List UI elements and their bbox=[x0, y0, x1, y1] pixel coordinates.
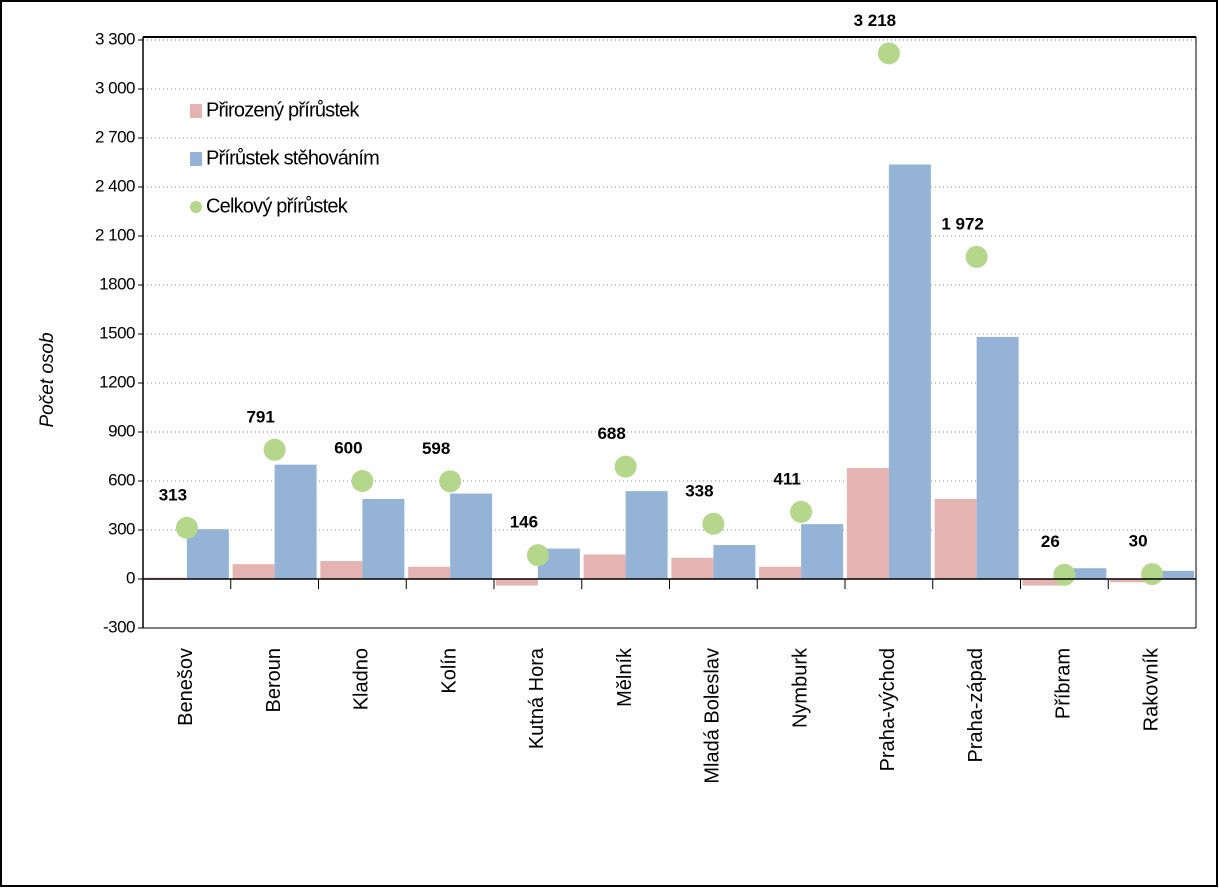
x-tick-label: Benešov bbox=[175, 648, 197, 726]
bar bbox=[713, 545, 756, 579]
x-tick-label: Kladno bbox=[351, 648, 373, 710]
y-tick-label: -300 bbox=[103, 617, 135, 636]
data-label: 688 bbox=[597, 424, 625, 443]
y-tick-label: 0 bbox=[126, 568, 135, 587]
data-label: 600 bbox=[334, 438, 362, 457]
bar bbox=[320, 561, 363, 579]
y-tick-label: 1500 bbox=[99, 323, 135, 342]
x-tick-label: Kutná Hora bbox=[526, 647, 548, 749]
y-tick-label: 2 100 bbox=[95, 225, 135, 244]
bar bbox=[232, 564, 275, 579]
legend-swatch bbox=[190, 152, 202, 166]
y-tick-label: 300 bbox=[108, 519, 135, 538]
bar bbox=[801, 524, 844, 579]
x-tick-label: Mladá Boleslav bbox=[702, 648, 724, 784]
bar bbox=[976, 336, 1019, 579]
point bbox=[877, 42, 900, 65]
data-label: 30 bbox=[1129, 532, 1148, 551]
data-label: 26 bbox=[1041, 532, 1060, 551]
point bbox=[1053, 563, 1076, 586]
x-tick-label: Praha-východ bbox=[877, 648, 899, 771]
legend-label: Přírůstek stěhováním bbox=[206, 147, 379, 169]
y-axis-label: Počet osob bbox=[37, 332, 58, 427]
bar bbox=[671, 557, 714, 579]
data-label: 1 972 bbox=[941, 214, 984, 233]
y-tick-label: 900 bbox=[108, 421, 135, 440]
bar bbox=[583, 554, 626, 579]
legend-swatch bbox=[190, 104, 202, 118]
legend-label: Celkový přírůstek bbox=[206, 195, 349, 217]
bar bbox=[495, 579, 538, 586]
data-label: 791 bbox=[246, 407, 274, 426]
y-tick-label: 1800 bbox=[99, 274, 135, 293]
bar bbox=[888, 164, 931, 579]
data-label: 338 bbox=[685, 481, 713, 500]
x-tick-label: Příbram bbox=[1053, 648, 1075, 719]
x-tick-label: Rakovník bbox=[1140, 647, 1162, 731]
y-tick-label: 1200 bbox=[99, 372, 135, 391]
bar bbox=[408, 566, 451, 579]
x-tick-label: Praha-západ bbox=[965, 648, 987, 763]
bar bbox=[1110, 579, 1153, 583]
data-label: 3 218 bbox=[854, 11, 897, 30]
y-tick-label: 3 300 bbox=[95, 29, 135, 48]
bar bbox=[1022, 579, 1065, 586]
bar bbox=[450, 493, 493, 579]
y-tick-label: 2 400 bbox=[95, 176, 135, 195]
x-tick-label: Kolín bbox=[438, 648, 460, 694]
point bbox=[1141, 563, 1164, 586]
point bbox=[614, 455, 637, 478]
y-tick-label: 2 700 bbox=[95, 127, 135, 146]
x-tick-label: Mělník bbox=[614, 647, 636, 707]
point bbox=[175, 516, 198, 539]
data-label: 146 bbox=[510, 513, 538, 532]
y-tick-label: 3 000 bbox=[95, 78, 135, 97]
point bbox=[263, 438, 286, 461]
x-tick-label: Nymburk bbox=[789, 647, 811, 728]
y-tick-label: 600 bbox=[108, 470, 135, 489]
data-label: 411 bbox=[773, 469, 800, 488]
point bbox=[702, 512, 725, 535]
point bbox=[965, 245, 988, 268]
bar bbox=[1064, 568, 1107, 579]
point bbox=[526, 544, 549, 567]
bar bbox=[846, 467, 889, 579]
legend-swatch bbox=[190, 201, 202, 213]
data-label: 313 bbox=[159, 485, 187, 504]
x-tick-label: Beroun bbox=[263, 648, 285, 713]
point bbox=[439, 470, 462, 493]
point bbox=[790, 500, 813, 523]
legend-label: Přirozený přírůstek bbox=[206, 99, 360, 121]
point bbox=[351, 470, 374, 492]
bar bbox=[186, 529, 229, 579]
data-label: 598 bbox=[422, 439, 450, 458]
bar bbox=[934, 498, 977, 579]
bar bbox=[759, 566, 802, 579]
bar bbox=[625, 491, 668, 579]
bar bbox=[274, 464, 317, 579]
bar bbox=[1152, 570, 1195, 579]
bar bbox=[362, 498, 405, 579]
